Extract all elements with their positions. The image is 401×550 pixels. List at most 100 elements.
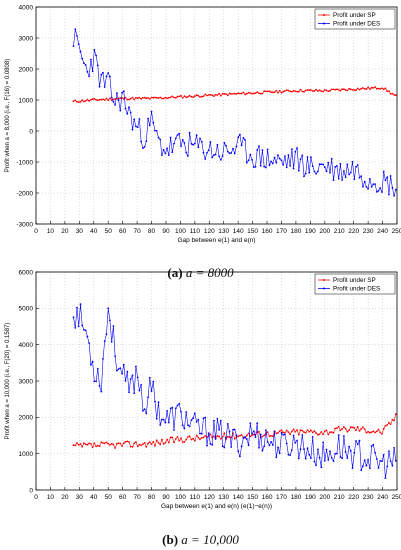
data-point [362, 185, 364, 188]
data-point [183, 95, 186, 97]
data-point [323, 430, 326, 433]
data-point [200, 436, 203, 439]
data-point [77, 444, 80, 446]
data-point [173, 441, 175, 444]
data-point [105, 441, 108, 444]
data-point [244, 93, 247, 96]
data-point [178, 402, 181, 405]
data-point [263, 165, 266, 168]
data-point [353, 427, 356, 429]
data-point [306, 429, 309, 431]
data-point [356, 426, 359, 428]
data-point [374, 86, 376, 88]
data-point [365, 464, 368, 467]
data-point [394, 413, 397, 416]
data-point [372, 183, 375, 186]
plot-frame [35, 6, 398, 225]
data-point [372, 87, 375, 89]
data-point [207, 432, 210, 434]
data-point [277, 446, 279, 449]
x-tick-label: 90 [162, 228, 170, 235]
data-point [284, 155, 286, 158]
data-point [81, 445, 84, 448]
data-point [237, 92, 240, 95]
data-point [107, 307, 110, 310]
data-point [377, 87, 380, 90]
data-point [256, 149, 259, 151]
data-point [83, 442, 85, 444]
data-point [315, 432, 317, 434]
data-point [200, 95, 203, 98]
data-point [391, 418, 394, 421]
data-point [223, 93, 226, 95]
data-point [138, 389, 141, 392]
data-point [334, 166, 337, 168]
data-point [240, 92, 243, 95]
data-point [329, 431, 331, 434]
data-point [306, 156, 309, 158]
data-point [204, 93, 207, 96]
data-point [263, 445, 266, 448]
data-point [266, 148, 269, 151]
data-point [199, 432, 201, 435]
data-point [323, 166, 326, 169]
data-point [358, 430, 361, 432]
data-point [285, 166, 288, 169]
data-point [185, 411, 188, 413]
data-point [180, 94, 182, 97]
data-point [258, 145, 260, 148]
x-tick-label: 20 [61, 494, 69, 501]
data-point [109, 444, 111, 446]
data-point [193, 439, 196, 442]
x-tick-label: 0 [34, 494, 38, 501]
data-point [114, 98, 116, 100]
data-point [109, 75, 111, 78]
data-point [202, 417, 205, 420]
data-point [247, 444, 250, 447]
data-point [386, 176, 389, 179]
data-point [341, 179, 343, 181]
chart-b: 0 10 20 30 40 50 60 70 80 90 100 110 120 130 140 150 160… [5, 269, 401, 510]
data-point [351, 426, 354, 429]
data-point [190, 143, 193, 145]
data-point [379, 431, 382, 434]
data-point [96, 64, 99, 67]
data-point [235, 434, 238, 437]
data-point [154, 444, 156, 447]
data-point [152, 121, 155, 124]
data-point [389, 92, 392, 95]
data-point [223, 141, 226, 144]
data-point [225, 436, 227, 439]
data-point [169, 407, 172, 410]
data-point [277, 432, 279, 434]
data-point [102, 442, 104, 444]
data-point [339, 429, 342, 432]
data-point [90, 58, 92, 61]
caption-a: (a) a = 8000 [0, 265, 401, 281]
data-point [214, 153, 217, 156]
data-point [221, 155, 224, 157]
data-point [135, 441, 137, 443]
y-tick-label: 6000 [19, 269, 34, 276]
data-point [164, 152, 167, 155]
data-point [90, 363, 92, 366]
data-point [119, 442, 122, 445]
data-point [343, 426, 345, 428]
data-point [323, 89, 326, 91]
data-point [388, 90, 390, 92]
data-point [214, 93, 217, 96]
data-point [199, 137, 201, 140]
data-point [311, 90, 314, 92]
data-point [171, 151, 174, 154]
x-tick-label: 140 [233, 494, 244, 501]
data-point [200, 141, 203, 143]
data-point [148, 124, 151, 127]
data-point [103, 86, 106, 88]
data-point [157, 136, 160, 139]
data-point [348, 429, 350, 432]
data-point [114, 447, 116, 449]
data-point [192, 96, 195, 99]
y-axis-label: Profit when a = 10,000 (i.e., F(20) = 0.… [5, 323, 11, 440]
data-point [79, 443, 82, 445]
data-point [76, 306, 78, 309]
